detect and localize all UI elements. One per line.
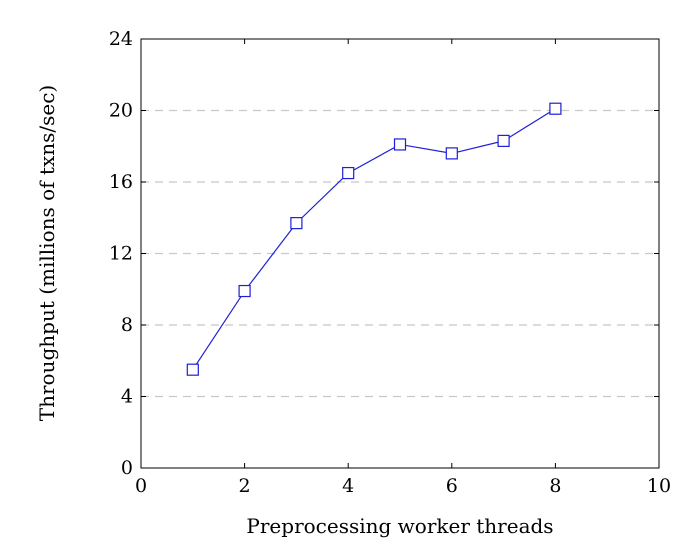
x-tick-label-4: 8	[549, 475, 561, 497]
data-point-6	[445, 147, 458, 160]
series-layer	[186, 102, 562, 376]
y-tick-label-1: 4	[121, 386, 133, 408]
data-point-7	[497, 134, 510, 147]
grid-lines	[141, 109, 659, 398]
data-point-1	[186, 363, 199, 376]
y-tick-label-3: 12	[109, 243, 133, 265]
x-tick-label-0: 0	[135, 475, 147, 497]
y-tick-label-2: 8	[121, 314, 133, 336]
data-point-3	[290, 217, 303, 230]
plot-frame	[140, 38, 660, 469]
data-point-4	[342, 166, 355, 180]
x-axis-label: Preprocessing worker threads	[246, 514, 553, 538]
x-tick-label-1: 2	[239, 475, 251, 497]
y-tick-label-4: 16	[109, 171, 133, 193]
y-axis-label: Throughput (millions of txns/sec)	[35, 85, 59, 421]
data-point-2	[238, 284, 251, 298]
y-tick-label-0: 0	[121, 457, 133, 479]
y-tick-label-6: 24	[109, 28, 133, 50]
series-line-0	[192, 108, 556, 371]
data-point-5	[393, 138, 407, 151]
x-tick-label-3: 6	[446, 475, 458, 497]
data-point-8	[549, 102, 562, 115]
x-tick-label-5: 10	[647, 475, 671, 497]
y-tick-label-5: 20	[109, 100, 133, 122]
x-tick-label-2: 4	[342, 475, 354, 497]
